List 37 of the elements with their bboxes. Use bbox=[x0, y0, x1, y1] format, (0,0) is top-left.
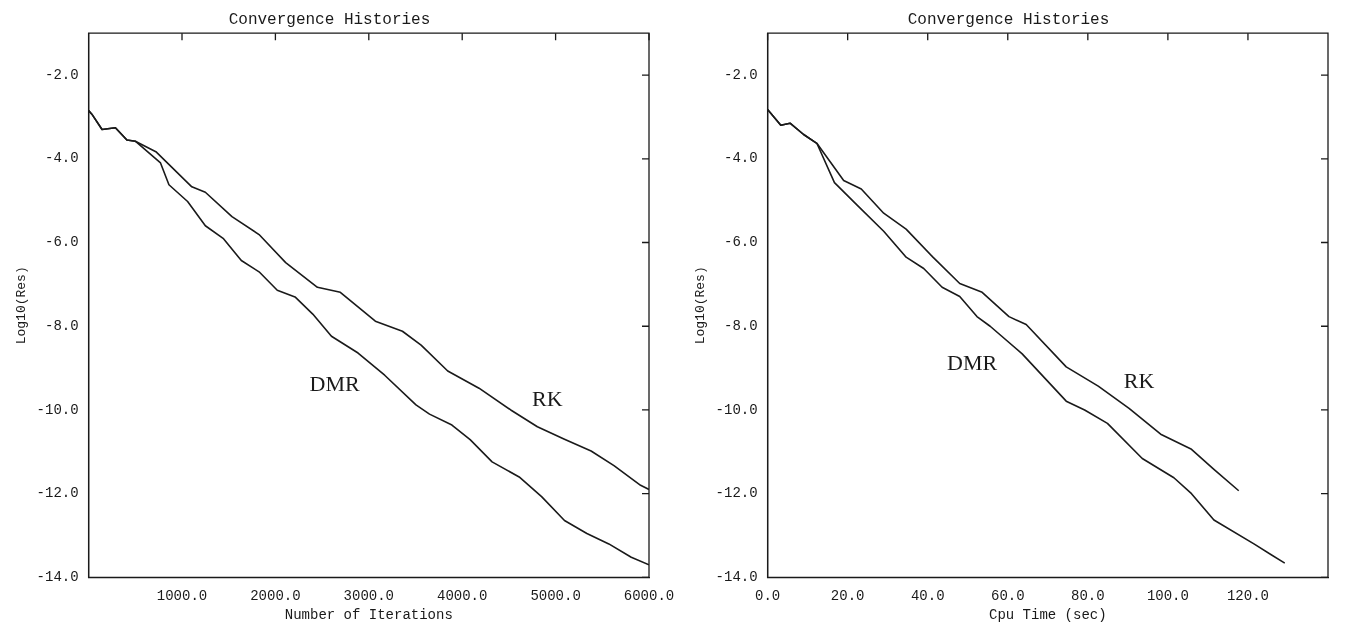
series-label: DMR bbox=[947, 349, 998, 375]
x-axis-title: Cpu Time (sec) bbox=[988, 607, 1107, 624]
y-tick-label: -4.0 bbox=[724, 150, 758, 167]
x-tick-label: 1000.0 bbox=[156, 587, 208, 604]
x-tick-label: 40.0 bbox=[910, 587, 945, 604]
x-tick-label: 0.0 bbox=[755, 587, 781, 604]
y-tick-label: -6.0 bbox=[45, 234, 79, 251]
series-label: DMR bbox=[309, 370, 361, 396]
series-label: RK bbox=[532, 386, 563, 412]
x-tick-label: 20.0 bbox=[830, 587, 865, 604]
x-tick-label: 60.0 bbox=[990, 587, 1025, 604]
chart-title: Convergence Histories bbox=[228, 10, 431, 29]
y-axis-title: Log10(Res) bbox=[693, 266, 709, 345]
x-axis-title: Number of Iterations bbox=[284, 607, 453, 624]
y-tick-label: -8.0 bbox=[724, 317, 758, 334]
y-tick-label: -14.0 bbox=[715, 569, 758, 586]
y-tick-label: -8.0 bbox=[45, 317, 79, 334]
x-tick-label: 80.0 bbox=[1071, 587, 1105, 604]
x-tick-label: 5000.0 bbox=[530, 587, 581, 604]
y-tick-label: -2.0 bbox=[724, 66, 758, 83]
y-axis-title: Log10(Res) bbox=[14, 266, 30, 345]
y-tick-label: -12.0 bbox=[36, 485, 79, 502]
x-tick-label: 6000.0 bbox=[623, 587, 675, 604]
x-tick-label: 2000.0 bbox=[250, 587, 301, 604]
y-tick-label: -10.0 bbox=[36, 401, 79, 418]
y-tick-label: -14.0 bbox=[36, 569, 79, 586]
y-tick-label: -2.0 bbox=[45, 66, 79, 83]
x-tick-label: 120.0 bbox=[1226, 587, 1269, 604]
y-tick-label: -10.0 bbox=[715, 401, 758, 418]
y-tick-label: -4.0 bbox=[45, 150, 79, 167]
y-tick-label: -12.0 bbox=[715, 485, 758, 502]
x-tick-label: 100.0 bbox=[1146, 587, 1189, 604]
chart-title: Convergence Histories bbox=[907, 10, 1110, 29]
y-tick-label: -6.0 bbox=[724, 234, 758, 251]
x-tick-label: 3000.0 bbox=[343, 587, 395, 604]
x-tick-label: 4000.0 bbox=[436, 587, 488, 604]
series-label: RK bbox=[1123, 368, 1155, 394]
